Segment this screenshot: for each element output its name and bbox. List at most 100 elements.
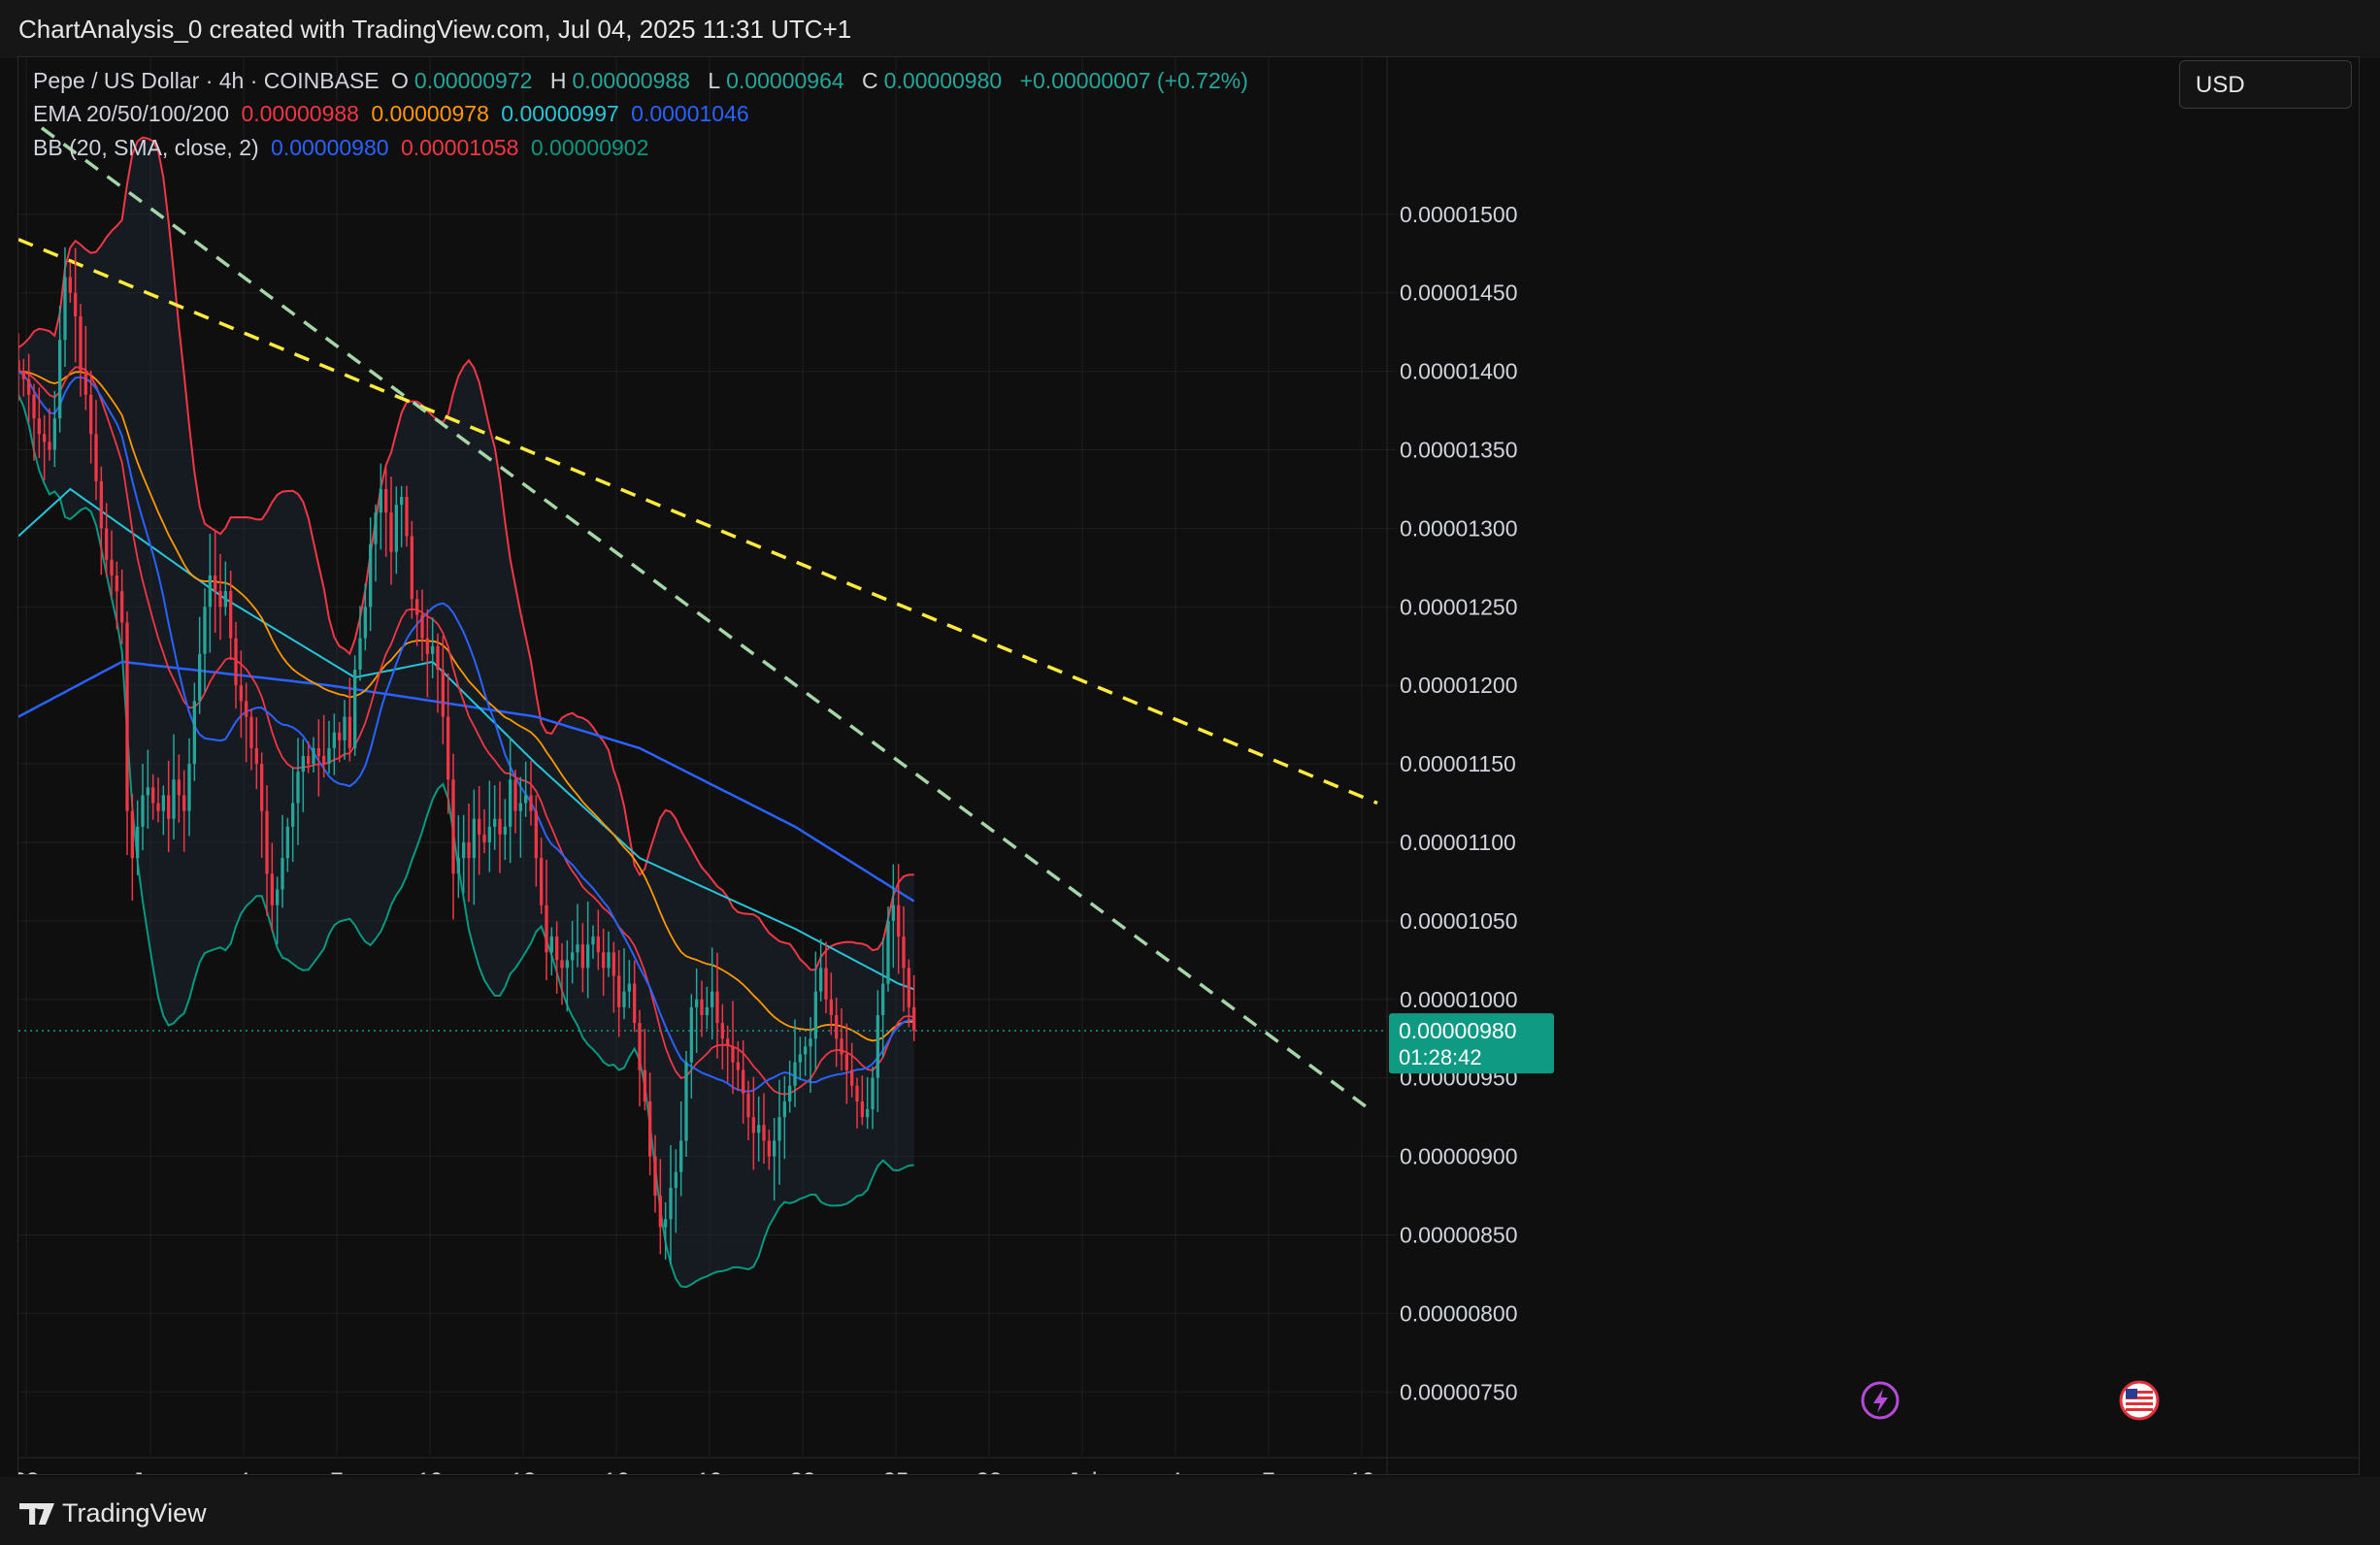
chart-title: ChartAnalysis_0 created with TradingView… <box>18 15 852 44</box>
us-flag-event-icon[interactable] <box>2119 1380 2160 1421</box>
candle-body <box>824 968 828 1000</box>
currency-button[interactable]: USD <box>2179 60 2352 109</box>
candle-body <box>912 1006 916 1032</box>
candle-body <box>751 1117 755 1134</box>
candle <box>674 1149 678 1233</box>
candle <box>902 905 906 1012</box>
indicator-lines <box>18 126 1387 1289</box>
low-value: 0.00000964 <box>726 68 844 93</box>
candle <box>565 939 569 1012</box>
candle <box>462 814 466 894</box>
candle-body <box>850 1069 854 1086</box>
y-tick-label: 0.00001100 <box>1400 830 1516 855</box>
candle-body <box>679 1140 683 1172</box>
candle <box>773 1118 777 1200</box>
candle <box>276 876 280 944</box>
x-tick-label: 4 <box>237 1468 249 1475</box>
candle-body <box>498 818 502 835</box>
candle-body <box>689 1006 693 1063</box>
candle-body <box>478 818 481 835</box>
candle-body <box>633 983 637 1024</box>
candle-body <box>43 434 47 443</box>
chart-area[interactable]: 0.00001500 0.00001450 0.00001400 0.00001350… <box>17 56 2360 1475</box>
ohlc-low: L 0.00000964 <box>708 68 849 93</box>
candle-body <box>229 591 233 639</box>
candle <box>700 980 704 1037</box>
candle-body <box>835 1014 839 1039</box>
candle-body <box>136 826 140 859</box>
symbol-name[interactable]: Pepe / US Dollar · 4h · COINBASE <box>33 68 380 93</box>
candle-body <box>68 277 72 293</box>
candle-body <box>146 787 149 796</box>
candle <box>534 795 538 887</box>
candle-body <box>860 1101 864 1118</box>
candle-body <box>555 937 559 961</box>
candle-body <box>249 716 253 748</box>
candle-body <box>446 716 450 780</box>
x-tick-label: 25 <box>883 1468 909 1475</box>
candle <box>234 621 238 709</box>
candle <box>487 780 491 872</box>
candle <box>327 720 331 774</box>
candle <box>804 1036 808 1076</box>
candle-body <box>405 497 409 537</box>
candle-body <box>177 779 181 796</box>
candle-body <box>425 638 429 654</box>
candle-body <box>115 575 118 592</box>
candle-body <box>886 920 890 984</box>
candle-body <box>700 999 704 1015</box>
candle-body <box>534 810 538 859</box>
candle <box>37 387 41 459</box>
candle-body <box>509 779 512 827</box>
candle <box>389 477 393 585</box>
y-tick-label: 0.00001200 <box>1400 673 1518 698</box>
candle-body <box>389 512 393 552</box>
high-key: H <box>549 68 567 93</box>
candle <box>296 738 300 845</box>
candle <box>736 1040 740 1092</box>
candle-body <box>757 1125 761 1134</box>
candle <box>347 677 351 762</box>
lightning-event-icon[interactable] <box>1861 1381 1900 1420</box>
candle-body <box>110 559 114 575</box>
symbol-legend[interactable]: Pepe / US Dollar · 4h · COINBASE O 0.0000… <box>33 68 1254 94</box>
bb-label[interactable]: BB (20, SMA, close, 2) <box>33 135 259 160</box>
candle <box>89 370 93 464</box>
candle <box>136 800 140 875</box>
candle <box>860 1075 864 1126</box>
flag-stripe <box>2126 1397 2153 1399</box>
candle-body <box>353 670 357 748</box>
candle <box>338 722 342 763</box>
x-tick-label: 10 <box>417 1468 444 1475</box>
tradingview-logo[interactable]: TradingView <box>19 1498 207 1529</box>
candle <box>316 719 320 797</box>
candle <box>643 1029 646 1111</box>
candle <box>705 986 709 1030</box>
ema-legend[interactable]: EMA 20/50/100/200 0.00000988 0.00000978 … <box>33 101 755 127</box>
candle <box>580 923 584 993</box>
candle <box>571 920 575 984</box>
candle <box>513 770 517 834</box>
candle-body <box>607 952 611 969</box>
candle <box>840 1008 843 1071</box>
y-tick-label: 0.00001250 <box>1400 594 1518 619</box>
candle <box>291 767 295 863</box>
y-tick-label: 0.00000900 <box>1400 1144 1518 1169</box>
candle <box>715 952 719 1059</box>
x-tick-label: 7 <box>330 1468 343 1475</box>
candle <box>627 960 631 1008</box>
candle <box>762 1093 766 1165</box>
candle <box>130 793 134 902</box>
price-chart[interactable]: 0.00001500 0.00001450 0.00001400 0.00001350… <box>18 57 2360 1475</box>
bb-legend[interactable]: BB (20, SMA, close, 2) 0.00000980 0.0000… <box>33 135 654 161</box>
candle-body <box>74 292 78 316</box>
candles <box>18 247 916 1265</box>
candle-body <box>400 497 404 506</box>
flag-stripe <box>2126 1391 2153 1394</box>
open-value: 0.00000972 <box>413 68 533 93</box>
candle <box>731 1001 735 1095</box>
candle-body <box>565 960 569 969</box>
ema20-line <box>18 366 914 1096</box>
candle-body <box>27 378 31 395</box>
ema-label[interactable]: EMA 20/50/100/200 <box>33 101 230 126</box>
